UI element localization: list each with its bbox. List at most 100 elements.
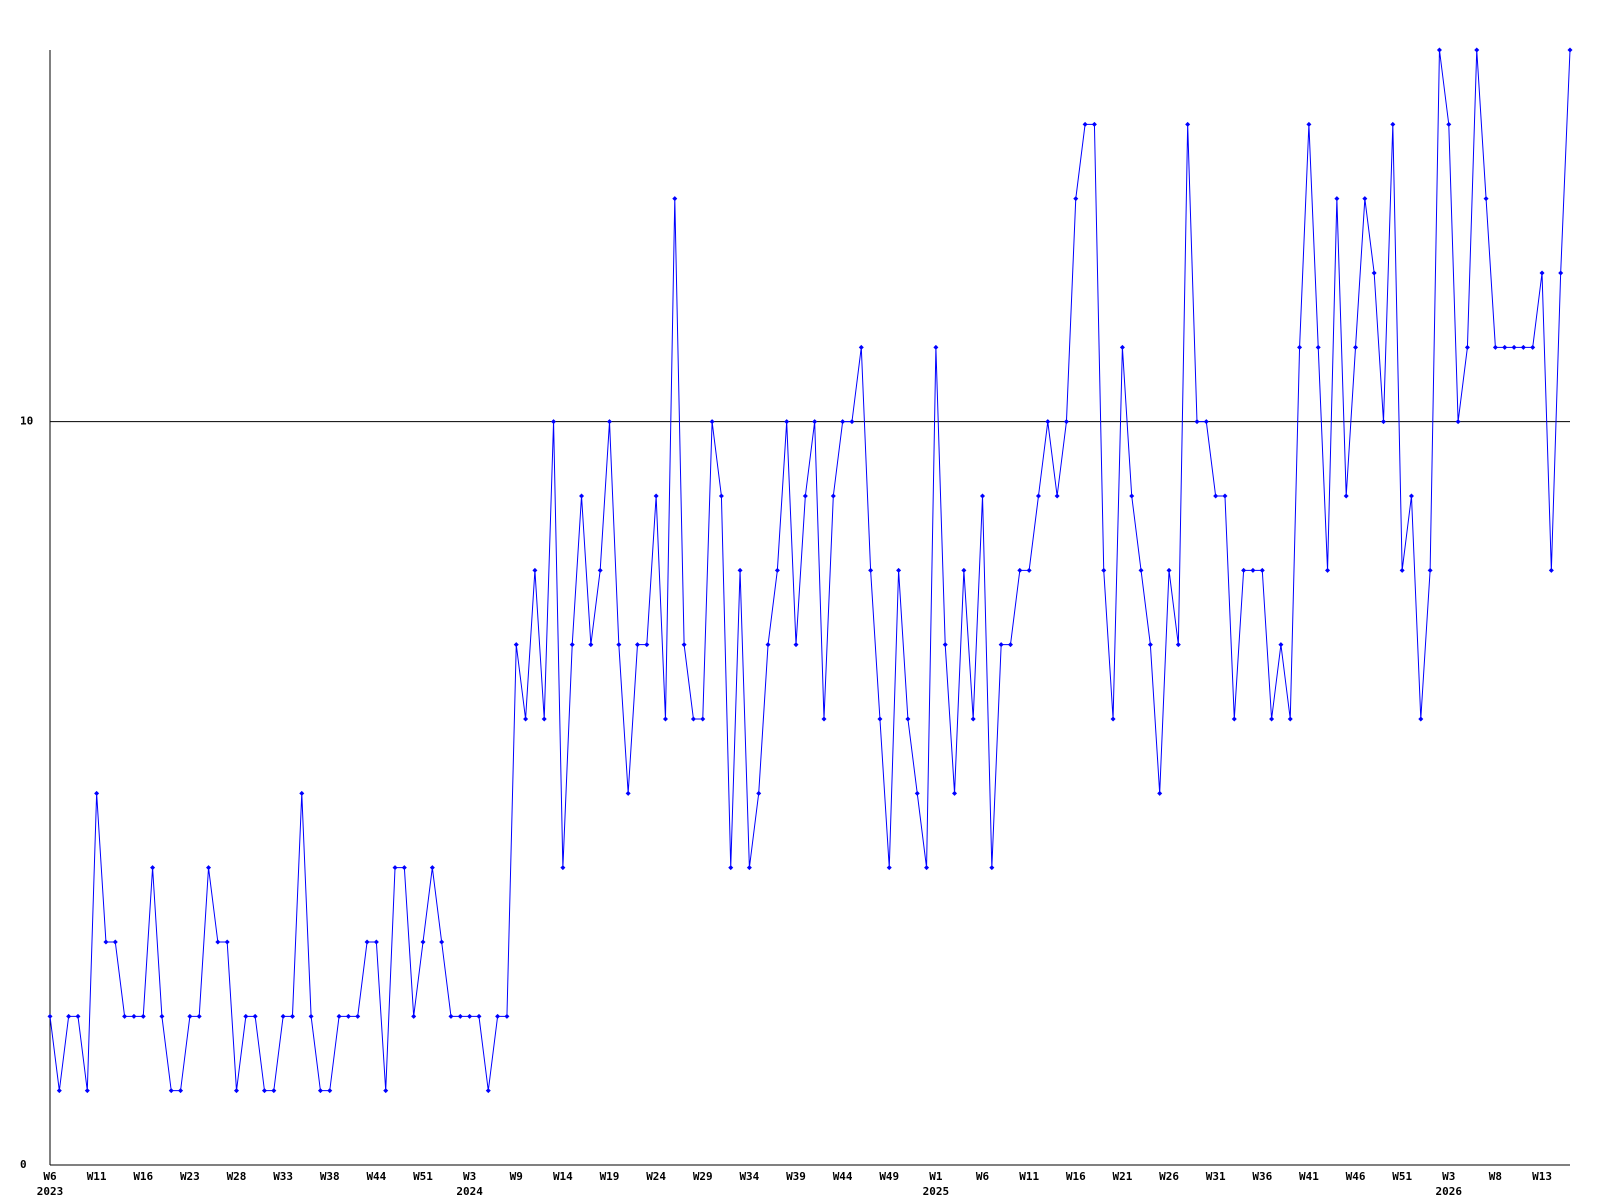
data-point [970,716,976,722]
data-point [728,865,734,871]
data-point [392,865,398,871]
data-point [513,642,519,648]
data-point [849,419,855,425]
x-tick-label: W38 [320,1170,340,1183]
data-point [457,1013,463,1019]
data-point [1017,567,1023,573]
data-point [122,1013,128,1019]
x-tick-label: W51 [1392,1170,1412,1183]
data-point [551,419,557,425]
x-tick-label: W24 [646,1170,666,1183]
x-tick-label: W34 [739,1170,759,1183]
data-point [1175,642,1181,648]
data-point [448,1013,454,1019]
y-tick-label: 10 [20,415,33,428]
x-tick-label: W44 [366,1170,386,1183]
data-point [280,1013,286,1019]
data-point [756,790,762,796]
x-tick-label: W26 [1159,1170,1179,1183]
data-point [252,1013,258,1019]
data-point [1073,196,1079,202]
x-tick-label: W41 [1299,1170,1319,1183]
data-point [924,865,930,871]
x-tick-label: W16 [133,1170,153,1183]
data-point [159,1013,165,1019]
data-point [1399,567,1405,573]
data-point [364,939,370,945]
x-tick-label: W29 [693,1170,713,1183]
x-tick-label: W39 [786,1170,806,1183]
data-point [1157,790,1163,796]
data-point [1007,642,1013,648]
data-point [1353,344,1359,350]
data-point [569,642,575,648]
data-point [634,642,640,648]
x-tick-label: W3 [1442,1170,1455,1183]
data-point [1511,344,1517,350]
data-point [662,716,668,722]
data-point [1455,419,1461,425]
x-tick-label: W16 [1066,1170,1086,1183]
data-point [140,1013,146,1019]
data-point [150,865,156,871]
data-point [243,1013,249,1019]
data-point [1082,121,1088,127]
x-tick-label: W11 [87,1170,107,1183]
data-point [1213,493,1219,499]
data-point [541,716,547,722]
data-point [47,1013,53,1019]
data-point [942,642,948,648]
data-point [1371,270,1377,276]
data-point [271,1088,277,1094]
data-point [1334,196,1340,202]
data-point [1436,47,1442,53]
data-point [802,493,808,499]
x-tick-label: W23 [180,1170,200,1183]
data-point [66,1013,72,1019]
data-point [206,865,212,871]
data-point [616,642,622,648]
data-point [886,865,892,871]
x-year-label: 2023 [37,1185,64,1198]
data-point [103,939,109,945]
data-point [1054,493,1060,499]
data-point [1418,716,1424,722]
data-point [1325,567,1331,573]
data-point [1427,567,1433,573]
data-point [896,567,902,573]
data-point [672,196,678,202]
data-point [1269,716,1275,722]
data-point [336,1013,342,1019]
data-point [401,865,407,871]
data-point [1474,47,1480,53]
data-point [718,493,724,499]
data-point [914,790,920,796]
data-point [840,419,846,425]
x-tick-label: W14 [553,1170,573,1183]
data-point [933,344,939,350]
data-point [868,567,874,573]
data-point [1222,493,1228,499]
x-tick-label: W33 [273,1170,293,1183]
x-tick-label: W28 [227,1170,247,1183]
x-tick-label: W8 [1489,1170,1502,1183]
x-tick-label: W36 [1252,1170,1272,1183]
data-point [327,1088,333,1094]
data-point [299,790,305,796]
data-point [1558,270,1564,276]
data-point [1315,344,1321,350]
x-year-label: 2026 [1436,1185,1463,1198]
data-point [709,419,715,425]
data-point [373,939,379,945]
data-point [1297,344,1303,350]
x-tick-label: W46 [1346,1170,1366,1183]
data-point [1287,716,1293,722]
data-point [476,1013,482,1019]
data-point [1063,419,1069,425]
data-point [532,567,538,573]
data-point [579,493,585,499]
data-point [1390,121,1396,127]
data-point [560,865,566,871]
